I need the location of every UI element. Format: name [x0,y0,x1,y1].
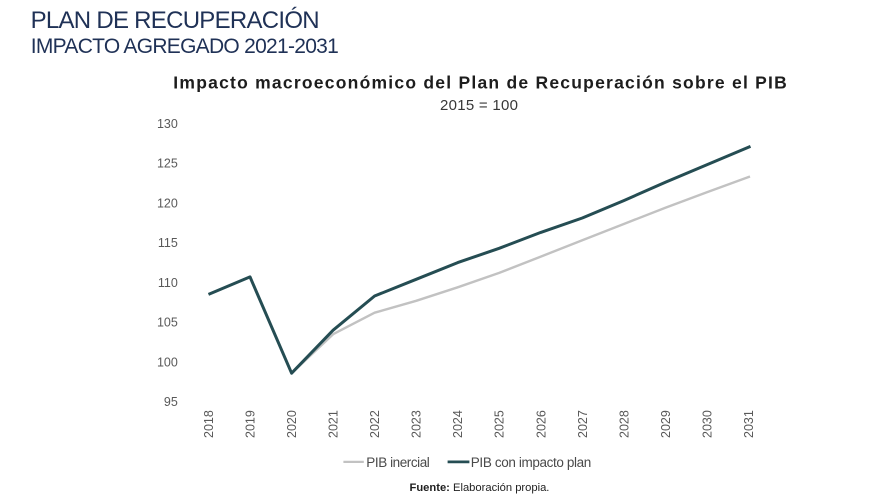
svg-text:2015 = 100: 2015 = 100 [440,97,518,114]
svg-text:2019: 2019 [244,410,258,438]
svg-text:2024: 2024 [451,410,465,438]
svg-text:Impacto macroeconómico del Pla: Impacto macroeconómico del Plan de Recup… [173,73,787,93]
svg-text:100: 100 [157,356,178,370]
svg-text:2029: 2029 [659,410,673,438]
svg-text:2025: 2025 [493,410,507,438]
svg-text:110: 110 [158,276,178,290]
svg-text:2027: 2027 [576,410,590,438]
svg-text:PIB inercial: PIB inercial [366,455,430,470]
svg-text:2028: 2028 [617,410,631,438]
svg-text:2030: 2030 [700,410,714,438]
svg-text:115: 115 [158,236,178,250]
svg-text:IMPACTO AGREGADO 2021-2031: IMPACTO AGREGADO 2021-2031 [31,35,339,58]
svg-text:2020: 2020 [285,410,299,438]
svg-text:105: 105 [157,316,178,330]
svg-text:2023: 2023 [410,410,424,438]
svg-text:2018: 2018 [202,410,216,438]
svg-text:2026: 2026 [534,410,548,438]
svg-text:130: 130 [157,117,178,131]
svg-text:95: 95 [164,395,178,409]
svg-text:120: 120 [157,196,178,210]
svg-text:2021: 2021 [327,410,341,438]
svg-text:2031: 2031 [742,410,756,438]
svg-text:PIB con impacto plan: PIB con impacto plan [471,455,592,470]
svg-text:125: 125 [157,157,178,171]
svg-text:Fuente: Elaboración propia.: Fuente: Elaboración propia. [410,482,550,494]
svg-text:PLAN DE RECUPERACIÓN: PLAN DE RECUPERACIÓN [31,7,320,34]
svg-text:2022: 2022 [368,410,382,438]
